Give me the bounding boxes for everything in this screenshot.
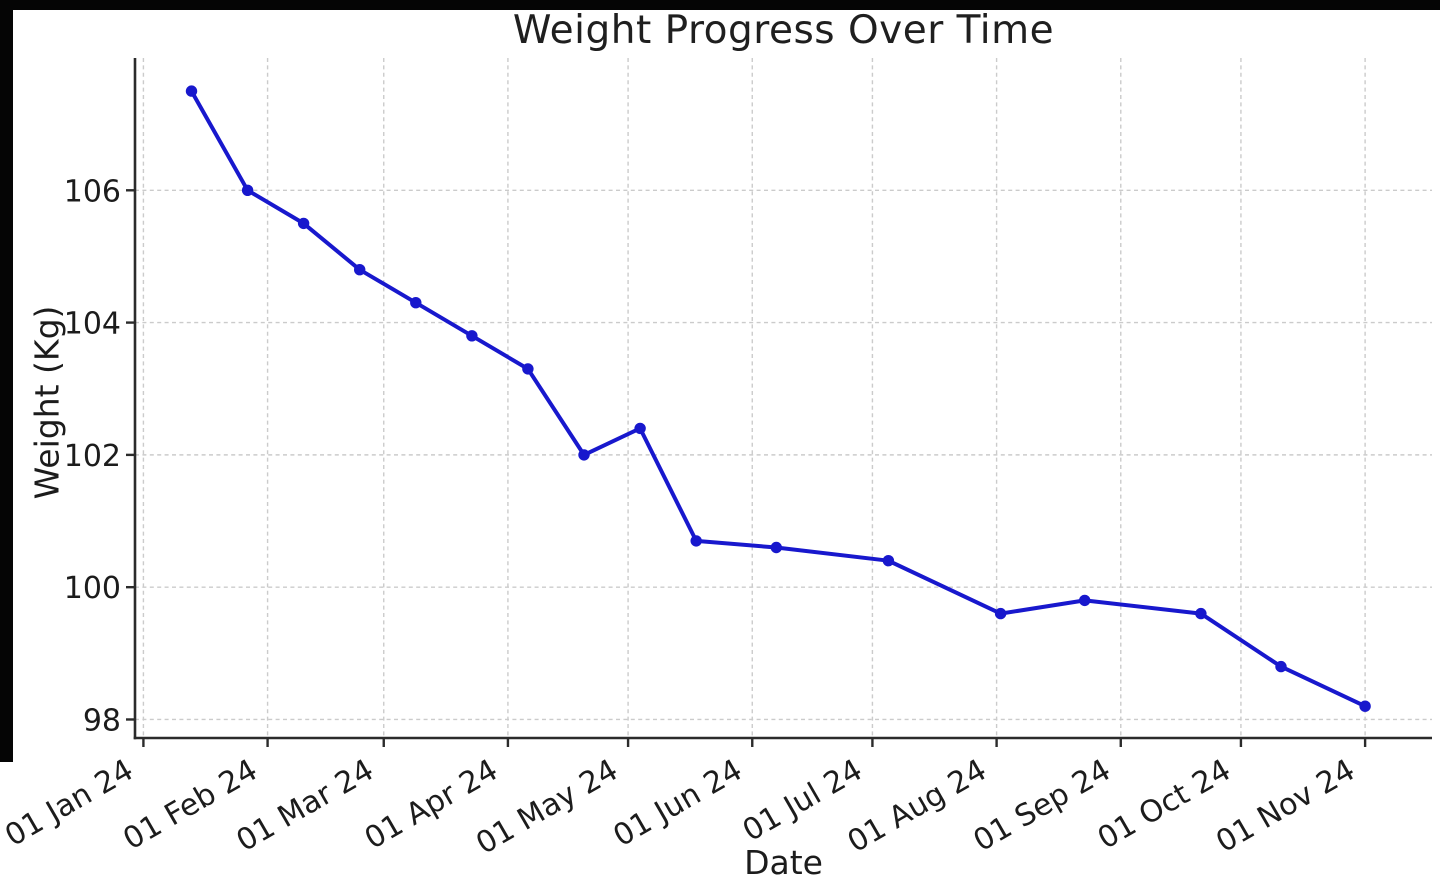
data-point: [185, 85, 198, 97]
data-point: [1359, 700, 1371, 712]
screen-edge-top: [0, 0, 1440, 10]
y-axis-label: Weight (Kg): [27, 305, 67, 500]
data-point: [882, 555, 895, 567]
y-tick-label: 104: [64, 307, 121, 342]
y-tick-label: 102: [64, 439, 121, 474]
data-point: [994, 607, 1007, 620]
data-point: [770, 541, 782, 554]
data-point: [578, 449, 590, 461]
y-tick-label: 106: [64, 174, 121, 209]
x-tick-label: 01 Jan 24: [0, 753, 139, 854]
data-point: [410, 297, 422, 309]
x-axis-label: Date: [744, 843, 823, 882]
y-tick-label: 98: [83, 703, 121, 738]
data-point: [1195, 607, 1207, 620]
x-tick-label: 01 Oct 24: [1092, 753, 1237, 857]
data-point: [354, 264, 366, 276]
data-point: [1079, 594, 1091, 607]
weight-line: [189, 89, 1368, 709]
data-point: [634, 422, 646, 435]
data-point: [522, 363, 534, 375]
y-tick-label: 100: [64, 571, 121, 606]
screen-edge-left: [0, 0, 13, 762]
chart-title: Weight Progress Over Time: [512, 8, 1055, 53]
data-point: [690, 535, 702, 547]
data-point: [297, 217, 310, 230]
data-point: [1275, 660, 1287, 673]
data-point: [241, 184, 254, 196]
data-point: [466, 330, 478, 342]
x-tick-label: 01 Jun 24: [608, 753, 749, 854]
